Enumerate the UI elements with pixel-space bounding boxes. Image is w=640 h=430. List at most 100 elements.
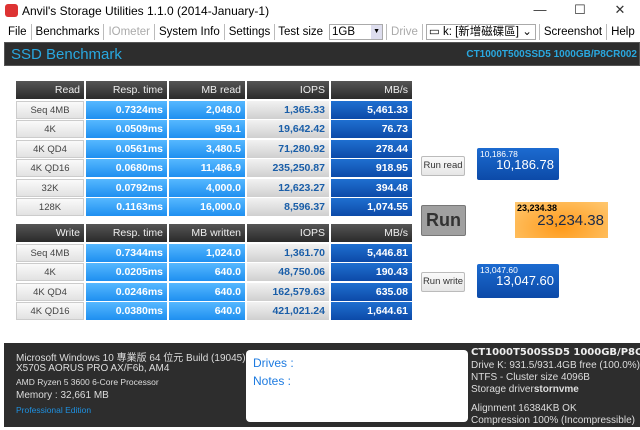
read-cell: 0.0561ms	[86, 140, 167, 158]
test-size-select[interactable]: 1GB ▼	[329, 24, 384, 40]
minimize-button[interactable]: —	[533, 2, 547, 17]
benchmark-header: SSD Benchmark CT1000T500SSD5 1000GB/P8CR…	[4, 42, 640, 66]
cpu-info: AMD Ryzen 5 3600 6-Core Processor	[16, 377, 159, 387]
title-bar: Anvil's Storage Utilities 1.1.0 (2014-Ja…	[0, 0, 640, 22]
read-cell: 11,486.9	[169, 159, 245, 177]
drive-value: k: [新增磁碟區]	[442, 26, 519, 38]
read-cell: 0.1163ms	[86, 198, 167, 216]
read-cell: 16,000.0	[169, 198, 245, 216]
write-test-button[interactable]: 4K QD16	[16, 302, 84, 320]
notes-box[interactable]: Drives : Notes :	[246, 350, 468, 422]
menu-settings[interactable]: Settings	[225, 24, 276, 40]
edition-label: Professional Edition	[16, 405, 92, 415]
read-test-button[interactable]: 4K QD4	[16, 140, 84, 158]
chevron-down-icon: ▼	[371, 25, 383, 39]
write-cell: 1,024.0	[169, 244, 245, 262]
read-header-1: Resp. time	[86, 81, 167, 99]
read-cell: 394.48	[331, 179, 412, 197]
menu-help[interactable]: Help	[611, 26, 635, 38]
write-cell: 0.0380ms	[86, 302, 167, 320]
write-score-big: 13,047.60	[496, 273, 554, 288]
maximize-button[interactable]: ☐	[574, 2, 586, 17]
menu-iometer: IOmeter	[104, 24, 155, 40]
drive-model: CT1000T500SSD5 1000GB/P8CR002	[466, 49, 637, 60]
app-icon	[5, 4, 18, 17]
read-test-button[interactable]: 4K	[16, 120, 84, 138]
write-cell: 640.0	[169, 263, 245, 281]
menu-file[interactable]: File	[4, 24, 32, 40]
read-cell: 4,000.0	[169, 179, 245, 197]
read-cell: 0.0792ms	[86, 179, 167, 197]
read-score: 10,186.78 10,186.78	[477, 148, 559, 180]
read-header-3: IOPS	[247, 81, 329, 99]
storage-driver: Storage driverstornvme	[471, 384, 579, 395]
chevron-down-icon: ⌄	[522, 26, 532, 38]
read-cell: 235,250.87	[247, 159, 329, 177]
read-cell: 8,596.37	[247, 198, 329, 216]
write-test-button[interactable]: 4K	[16, 263, 84, 281]
read-cell: 1,074.55	[331, 198, 412, 216]
write-test-button[interactable]: Seq 4MB	[16, 244, 84, 262]
read-score-small: 10,186.78	[480, 149, 518, 159]
read-cell: 0.7324ms	[86, 101, 167, 119]
read-cell: 3,480.5	[169, 140, 245, 158]
drive-icon: ▭	[428, 26, 443, 38]
total-score-small: 23,234.38	[517, 203, 558, 213]
read-cell: 959.1	[169, 120, 245, 138]
write-test-button[interactable]: 4K QD4	[16, 283, 84, 301]
run-write-button[interactable]: Run write	[421, 272, 465, 292]
notes-label: Notes :	[253, 374, 292, 388]
run-read-button[interactable]: Run read	[421, 156, 465, 176]
read-cell: 0.0509ms	[86, 120, 167, 138]
write-score: 13,047.60 13,047.60	[477, 264, 559, 298]
read-cell: 5,461.33	[331, 101, 412, 119]
write-cell: 48,750.06	[247, 263, 329, 281]
write-header-1: Resp. time	[86, 224, 167, 242]
menu-screenshot[interactable]: Screenshot	[538, 24, 608, 40]
write-cell: 640.0	[169, 302, 245, 320]
write-header-2: MB written	[169, 224, 245, 242]
write-score-small: 13,047.60	[480, 265, 518, 275]
board-info: X570S AORUS PRO AX/F6b, AM4	[16, 363, 170, 374]
read-score-big: 10,186.78	[496, 157, 554, 172]
drives-label: Drives :	[253, 356, 294, 370]
write-cell: 1,644.61	[331, 302, 412, 320]
read-cell: 12,623.27	[247, 179, 329, 197]
total-score-big: 23,234.38	[537, 212, 604, 229]
read-test-button[interactable]: 4K QD16	[16, 159, 84, 177]
write-cell: 0.7344ms	[86, 244, 167, 262]
write-header-3: IOPS	[247, 224, 329, 242]
info-model: CT1000T500SSD5 1000GB/P8CR002	[471, 347, 640, 358]
alignment-info: Alignment 16384KB OK	[471, 403, 577, 414]
read-cell: 2,048.0	[169, 101, 245, 119]
filesystem-info: NTFS - Cluster size 4096B	[471, 372, 590, 383]
read-header-4: MB/s	[331, 81, 412, 99]
menu-system-info[interactable]: System Info	[155, 24, 225, 40]
read-cell: 278.44	[331, 140, 412, 158]
window-title: Anvil's Storage Utilities 1.1.0 (2014-Ja…	[22, 4, 270, 18]
read-cell: 19,642.42	[247, 120, 329, 138]
page-title: SSD Benchmark	[11, 46, 122, 63]
read-header-2: MB read	[169, 81, 245, 99]
menu-bar: File Benchmarks IOmeter System Info Sett…	[0, 22, 640, 42]
read-test-button[interactable]: Seq 4MB	[16, 101, 84, 119]
write-cell: 162,579.63	[247, 283, 329, 301]
read-test-button[interactable]: 32K	[16, 179, 84, 197]
drive-select[interactable]: ▭ k: [新增磁碟區] ⌄	[425, 24, 536, 40]
os-info: Microsoft Windows 10 專業版 64 位元 Build (19…	[16, 353, 246, 364]
read-cell: 1,365.33	[247, 101, 329, 119]
read-cell: 76.73	[331, 120, 412, 138]
read-cell: 0.0680ms	[86, 159, 167, 177]
menu-benchmarks[interactable]: Benchmarks	[32, 24, 105, 40]
write-cell: 635.08	[331, 283, 412, 301]
test-size-value: 1GB	[332, 26, 356, 38]
run-button[interactable]: Run	[421, 205, 466, 236]
write-cell: 190.43	[331, 263, 412, 281]
read-cell: 71,280.92	[247, 140, 329, 158]
write-cell: 1,361.70	[247, 244, 329, 262]
read-header-0: Read	[16, 81, 84, 99]
read-test-button[interactable]: 128K	[16, 198, 84, 216]
write-cell: 421,021.24	[247, 302, 329, 320]
memory-info: Memory : 32,661 MB	[16, 390, 109, 401]
close-button[interactable]: ✕	[614, 2, 626, 17]
